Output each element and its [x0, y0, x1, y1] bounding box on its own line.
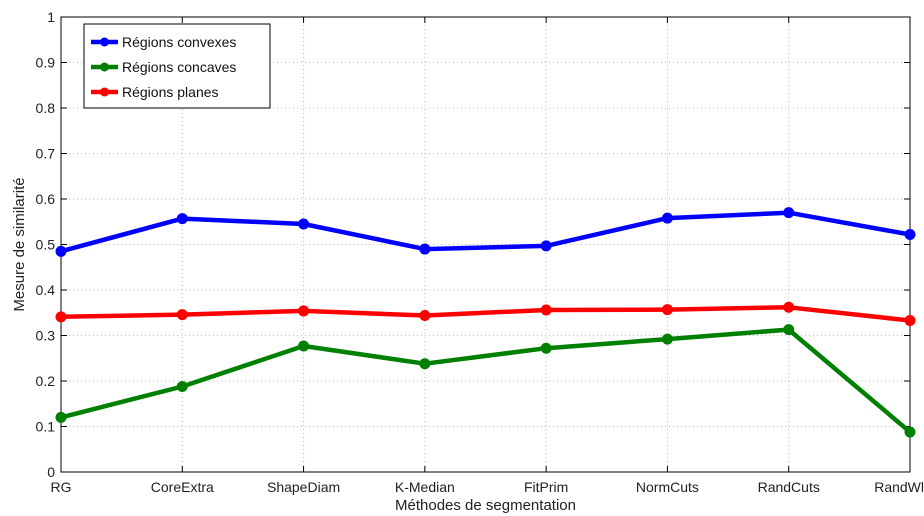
x-tick-label: CoreExtra [151, 479, 214, 495]
x-tick-label: RandWlaks [874, 479, 924, 495]
data-point [419, 309, 431, 321]
series-group [55, 207, 916, 438]
data-point [176, 309, 188, 321]
y-tick-label: 0.1 [36, 419, 56, 435]
data-point [55, 411, 67, 423]
x-axis: RG CoreExtra ShapeDiam K-Median FitPrim NormC… [51, 17, 924, 495]
x-axis-title: Méthodes de segmentation [395, 497, 576, 514]
data-point [419, 358, 431, 370]
x-tick-label: FitPrim [524, 479, 568, 495]
data-point [783, 207, 795, 219]
series-line [60, 327, 912, 434]
legend-label: Régions convexes [122, 34, 236, 50]
data-point [540, 240, 552, 252]
legend-label: Régions planes [122, 84, 219, 100]
y-tick-label: 0.4 [36, 282, 56, 298]
data-point [298, 305, 310, 317]
y-tick-label: 0 [47, 464, 55, 480]
legend-label: Régions concaves [122, 59, 236, 75]
data-point [783, 324, 795, 336]
data-point [298, 340, 310, 352]
data-point [298, 218, 310, 230]
y-tick-label: 0.6 [36, 191, 56, 207]
x-tick-label: RandCuts [758, 479, 820, 495]
series-line [60, 210, 911, 254]
y-axis-title: Mesure de similarité [11, 177, 28, 311]
data-point [904, 314, 916, 326]
y-tick-label: 0.7 [36, 146, 56, 162]
y-tick-label: 1 [47, 9, 55, 25]
x-tick-label: ShapeDiam [267, 479, 340, 495]
y-axis: 0 0.1 0.2 0.3 0.4 0.5 0.6 0.7 0.8 0.9 1 [36, 9, 910, 480]
data-point [904, 426, 916, 438]
x-tick-label: NormCuts [636, 479, 699, 495]
data-point [55, 245, 67, 257]
data-point [904, 228, 916, 240]
y-tick-label: 0.2 [36, 373, 56, 389]
data-point [540, 342, 552, 354]
data-point [661, 304, 673, 316]
data-point [661, 212, 673, 224]
data-point [55, 311, 67, 323]
data-point [176, 380, 188, 392]
series-line [60, 305, 911, 323]
data-point [661, 333, 673, 345]
data-point [540, 304, 552, 316]
legend-marker [100, 37, 109, 47]
legend-marker [100, 62, 109, 72]
x-tick-label: K-Median [395, 479, 455, 495]
legend: Régions convexes Régions concaves Régions … [83, 23, 271, 109]
y-tick-label: 0.3 [36, 328, 56, 344]
y-tick-label: 0.8 [36, 100, 56, 116]
data-point [419, 243, 431, 255]
y-tick-label: 0.5 [36, 237, 56, 253]
grid [61, 17, 910, 472]
x-tick-label: RG [51, 479, 72, 495]
data-point [176, 213, 188, 225]
y-tick-label: 0.9 [36, 55, 56, 71]
legend-marker [100, 87, 109, 97]
data-point [783, 301, 795, 313]
